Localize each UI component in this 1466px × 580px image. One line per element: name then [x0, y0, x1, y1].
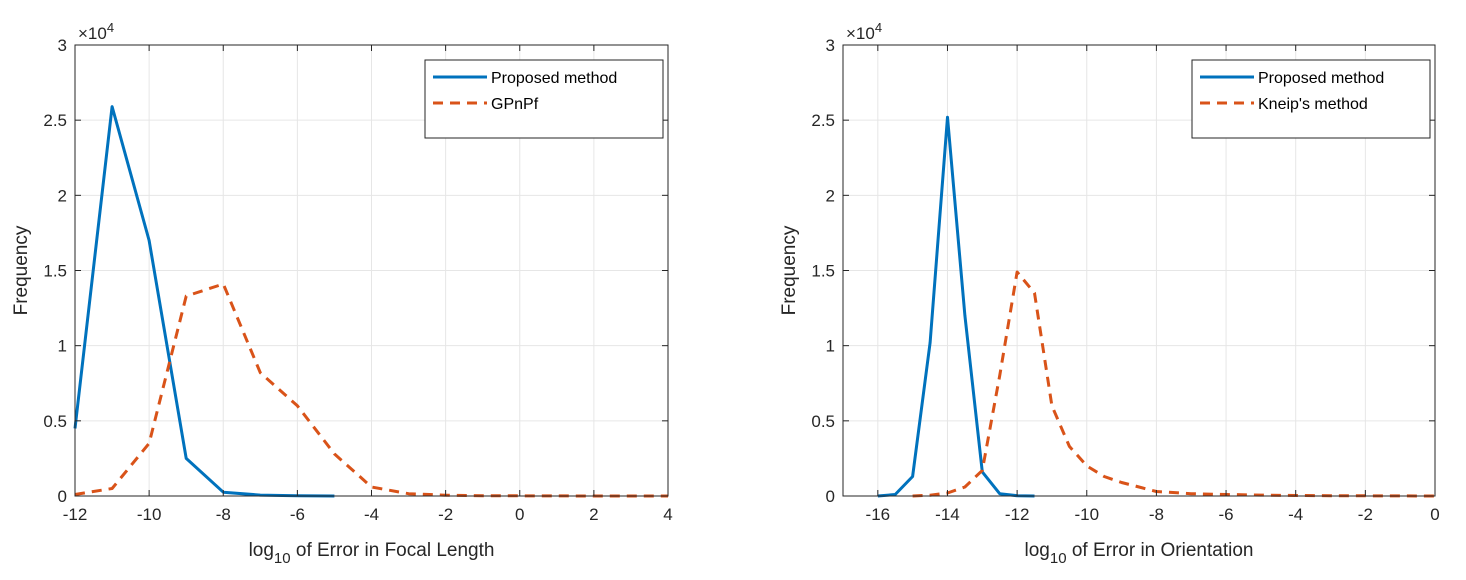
y-exponent-power: 4 — [875, 20, 882, 35]
y-tick-label: 1 — [826, 337, 835, 356]
y-tick-label: 0.5 — [43, 412, 67, 431]
x-axis-label-subscript: 10 — [274, 550, 291, 567]
y-tick-label: 3 — [826, 36, 835, 55]
y-tick-label: 1.5 — [811, 262, 835, 281]
y-tick-label: 1 — [58, 337, 67, 356]
y-exponent-power: 4 — [107, 20, 114, 35]
y-tick-label: 1.5 — [43, 262, 67, 281]
y-tick-label: 3 — [58, 36, 67, 55]
legend-entry-label: GPnPf — [491, 96, 539, 113]
x-tick-label: -12 — [1005, 505, 1030, 524]
x-axis-label-subscript: 10 — [1050, 550, 1067, 567]
legend: Proposed method Kneip's method — [1191, 59, 1431, 139]
x-tick-label: -4 — [1288, 505, 1303, 524]
x-tick-label: -10 — [137, 505, 162, 524]
legend-entry-label: Proposed method — [1258, 70, 1384, 87]
legend-box — [1191, 59, 1431, 139]
y-tick-label: 0 — [826, 487, 835, 506]
y-axis-label: Frequency — [11, 225, 32, 315]
y-exponent-base: ×10 — [78, 24, 107, 43]
orientation-error-chart: -16 -14 -12 -10 -8 -6 -4 -2 0 0 0.5 1 1.5 2 2.5 3 ×104 lo… — [779, 20, 1440, 567]
x-tick-label: -2 — [438, 505, 453, 524]
x-axis-label-base: log — [249, 540, 274, 561]
x-tick-label: -8 — [216, 505, 231, 524]
x-axis-label: log10 of Error in Focal Length — [249, 540, 495, 567]
x-tick-label: -14 — [935, 505, 960, 524]
x-tick-label: -10 — [1074, 505, 1099, 524]
series-line-proposed-method — [877, 115, 1035, 498]
y-exponent-label: ×104 — [78, 20, 114, 43]
y-tick-label: 2 — [58, 186, 67, 205]
x-tick-label: 2 — [589, 505, 598, 524]
x-axis-label-rest: of Error in Orientation — [1067, 540, 1254, 561]
y-tick-label: 0.5 — [811, 412, 835, 431]
focal-length-error-chart: -12 -10 -8 -6 -4 -2 0 2 400.511.522.53×104log10 … — [11, 20, 673, 567]
legend-entry-label: Kneip's method — [1258, 96, 1368, 113]
x-tick-label: 4 — [663, 505, 672, 524]
y-tick-label: 2 — [826, 186, 835, 205]
x-axis-label: log10 of Error in Orientation — [1025, 540, 1254, 567]
x-tick-label: -6 — [290, 505, 305, 524]
y-tick-label: 2.5 — [43, 111, 67, 130]
x-tick-label: -4 — [364, 505, 379, 524]
x-tick-label: -2 — [1358, 505, 1373, 524]
x-axis-label-base: log — [1025, 540, 1050, 561]
x-tick-label: 0 — [515, 505, 524, 524]
x-tick-label: -16 — [866, 505, 891, 524]
legend-entry-label: Proposed method — [491, 70, 617, 87]
y-axis-label: Frequency — [779, 225, 800, 315]
y-exponent-label: ×104 — [846, 20, 882, 43]
legend: Proposed method GPnPf — [424, 59, 664, 139]
x-tick-label: 0 — [1430, 505, 1439, 524]
y-exponent-base: ×10 — [846, 24, 875, 43]
legend-box — [424, 59, 664, 139]
x-tick-label: -8 — [1149, 505, 1164, 524]
x-tick-label: -12 — [63, 505, 88, 524]
y-tick-label: 0 — [58, 487, 67, 506]
y-tick-label: 2.5 — [811, 111, 835, 130]
x-axis-label-rest: of Error in Focal Length — [291, 540, 495, 561]
x-tick-label: -6 — [1218, 505, 1233, 524]
